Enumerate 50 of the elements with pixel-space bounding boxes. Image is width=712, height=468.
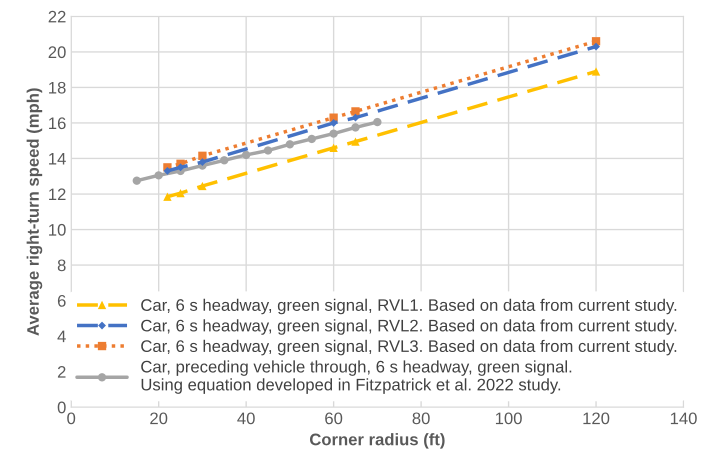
x-tick-label: 0 (67, 412, 76, 424)
y-tick-label: 6 (58, 294, 66, 307)
y-tick-label: 18 (49, 82, 66, 94)
x-tick-label: 80 (412, 412, 430, 424)
y-tick-label: 2 (58, 366, 66, 378)
point (592, 42, 600, 51)
point (176, 163, 184, 172)
point (351, 123, 360, 132)
point (198, 152, 207, 160)
legend-label: Car, preceding vehicle through, 6 s headway, green signal. Using equation developed in Fitzpatrick et al. 2022 study. (141, 360, 572, 394)
y-tick-label: 22 (48, 10, 66, 22)
x-tick-label: 120 (583, 412, 610, 424)
point (351, 107, 360, 116)
point (242, 150, 250, 160)
point (176, 188, 185, 198)
point (264, 146, 272, 155)
legend-label: Car, 6 s headway, green signal, RVL2. Based on data from current study. (141, 319, 676, 335)
point (198, 158, 206, 166)
x-tick-label: 60 (325, 412, 342, 424)
point (329, 144, 338, 152)
y-tick-label: 8 (58, 259, 66, 272)
point (351, 137, 360, 146)
x-tick-label: 40 (237, 412, 255, 424)
point (198, 182, 207, 190)
point (286, 140, 294, 148)
point (154, 171, 163, 180)
y-tick-label: 4 (57, 330, 66, 342)
point (592, 67, 600, 76)
point (220, 156, 228, 164)
point (308, 134, 316, 144)
point (132, 176, 141, 185)
x-axis-title: Corner radius (ft) (310, 433, 445, 449)
point (373, 118, 382, 126)
x-tick-label: 140 (670, 412, 697, 424)
point (163, 166, 172, 175)
legend-label: Car, 6 s headway, green signal, RVL1. Based on data from current study. (141, 298, 676, 314)
point (352, 114, 360, 122)
y-tick-label: 0 (58, 402, 66, 414)
y-tick-label: 20 (48, 46, 66, 58)
point (330, 119, 338, 127)
point (329, 129, 338, 138)
y-axis-title: Average right-turn speed (mph) (26, 88, 42, 336)
y-tick-label: 10 (49, 224, 66, 236)
y-tick-label: 14 (49, 153, 66, 165)
y-tick-label: 16 (49, 117, 66, 130)
legend-label: Car, 6 s headway, green signal, RVL3. Based on data from current study. (141, 340, 676, 356)
x-tick-label: 100 (496, 412, 522, 424)
x-tick-label: 20 (150, 412, 168, 424)
point (163, 192, 172, 201)
y-tick-label: 12 (49, 188, 66, 200)
